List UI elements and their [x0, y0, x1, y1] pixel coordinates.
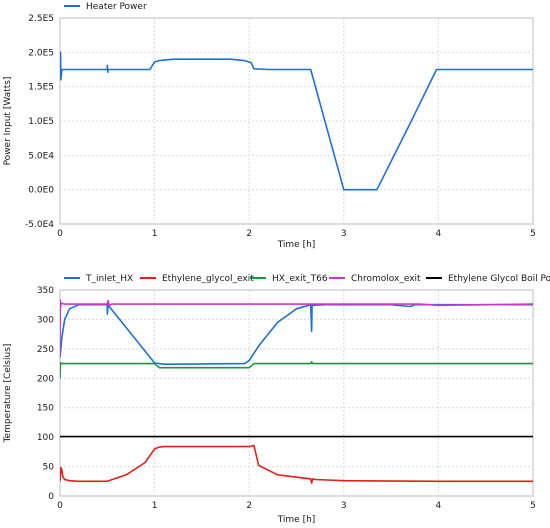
y-tick-label: 1.0E5: [28, 117, 54, 127]
x-axis-title: Time [h]: [277, 240, 316, 250]
plot-area: [59, 289, 534, 497]
x-tick-label: 1: [152, 229, 158, 239]
y-tick-label: 0.0E0: [28, 186, 54, 196]
x-tick-label: 0: [57, 229, 63, 239]
x-tick-label: 5: [530, 229, 536, 239]
y-tick-label: 1.5E5: [28, 83, 54, 93]
x-tick-label: 2: [246, 501, 252, 511]
y-tick-label: 350: [37, 286, 54, 296]
power-panel: 0 1 2 3 4 5 -5.0E4 0.0E0 5.0E4 1.0E5 1.5E5 2.0E5 2.5…: [3, 2, 536, 250]
legend-label: Chromolox_exit: [351, 274, 421, 284]
y-tick-label: 0: [48, 492, 54, 502]
legend-label: Ethylene Glycol Boil Point: [448, 274, 550, 284]
y-tick-label: 300: [37, 315, 54, 325]
y-tick-label: 250: [37, 345, 54, 355]
x-tick-label: 4: [436, 501, 442, 511]
x-tick-label: 1: [152, 501, 158, 511]
series-line-hx-exit-t66: [60, 360, 533, 379]
y-tick-label: 50: [43, 463, 55, 473]
y-tick-label: 150: [37, 404, 54, 414]
x-tick-label: 4: [436, 229, 442, 239]
legend-label: Heater Power: [86, 2, 147, 12]
x-tick-label: 3: [341, 501, 347, 511]
y-tick-label: 2.5E5: [28, 14, 54, 24]
y-tick-label: 5.0E4: [28, 151, 54, 161]
y-tick-label: 200: [37, 374, 54, 384]
legend-label: T_inlet_HX: [85, 274, 133, 284]
series-line-chromolox-exit: [60, 299, 533, 355]
series-line-ethylene-glycol-exit: [60, 444, 533, 484]
legend-label: Ethylene_glycol_exit: [162, 274, 254, 284]
x-tick-label: 3: [341, 229, 347, 239]
y-axis-title: Power Input [Watts]: [3, 77, 13, 166]
y-axis-title: Temperature [Celsius]: [3, 344, 13, 444]
x-tick-label: 5: [530, 501, 536, 511]
legend-label: HX_exit_T66: [272, 274, 328, 284]
y-tick-label: -5.0E4: [25, 220, 54, 230]
y-tick-label: 100: [37, 433, 54, 443]
x-tick-label: 2: [246, 229, 252, 239]
x-tick-label: 0: [57, 501, 63, 511]
series-line-heater-power: [60, 51, 533, 191]
y-tick-label: 2.0E5: [28, 48, 54, 58]
x-axis-title: Time [h]: [277, 515, 316, 525]
